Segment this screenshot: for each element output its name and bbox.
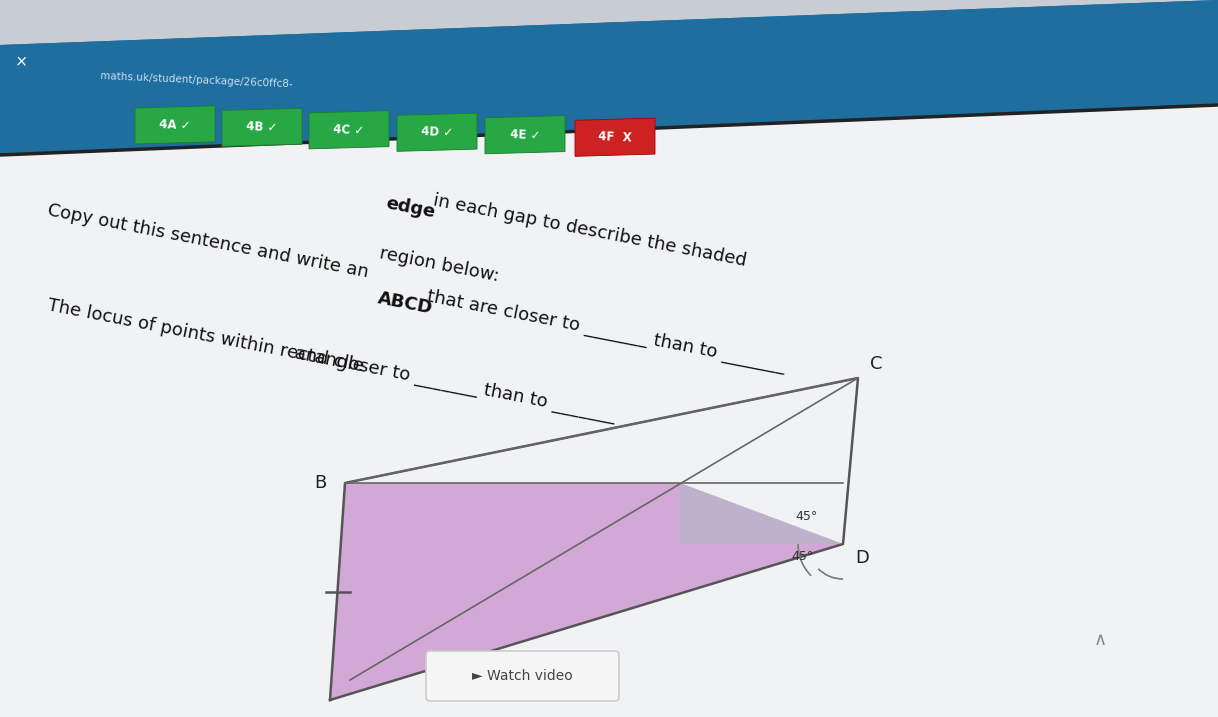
Text: in each gap to describe the shaded: in each gap to describe the shaded [426, 190, 748, 270]
Text: 45°: 45° [795, 510, 817, 523]
Polygon shape [680, 483, 843, 544]
Polygon shape [0, 0, 1218, 75]
Text: that are closer to _______ than to _______: that are closer to _______ than to _____… [420, 286, 787, 375]
Polygon shape [330, 483, 843, 700]
Text: region below:: region below: [379, 244, 501, 285]
Text: 4F  X: 4F X [598, 130, 632, 144]
Text: 4A ✓: 4A ✓ [160, 118, 191, 132]
Text: 4E ✓: 4E ✓ [509, 128, 541, 142]
Text: 4B ✓: 4B ✓ [246, 120, 278, 135]
Text: ABCD: ABCD [376, 289, 435, 318]
Text: B: B [314, 474, 326, 492]
Text: ► Watch video: ► Watch video [473, 669, 572, 683]
Polygon shape [135, 106, 216, 144]
Polygon shape [397, 113, 477, 151]
Text: ∧: ∧ [1094, 631, 1107, 649]
Text: and closer to _______ than to _______: and closer to _______ than to _______ [294, 344, 618, 424]
Text: D: D [855, 549, 868, 567]
Text: The locus of points within rectangle: The locus of points within rectangle [46, 296, 371, 376]
Text: 4D ✓: 4D ✓ [420, 125, 453, 139]
Polygon shape [575, 118, 655, 156]
Text: maths.uk/student/package/26c0ffc8-: maths.uk/student/package/26c0ffc8- [100, 71, 292, 89]
Text: ×: × [15, 54, 28, 70]
Text: 45°: 45° [790, 549, 814, 563]
Polygon shape [485, 115, 565, 154]
Text: edge: edge [385, 194, 437, 222]
Polygon shape [309, 110, 389, 149]
Text: C: C [870, 355, 883, 373]
Polygon shape [0, 105, 1218, 717]
Text: Copy out this sentence and write an: Copy out this sentence and write an [46, 201, 376, 282]
Polygon shape [0, 0, 1218, 155]
FancyBboxPatch shape [426, 651, 619, 701]
Polygon shape [222, 108, 302, 146]
Text: 4C ✓: 4C ✓ [334, 123, 364, 137]
